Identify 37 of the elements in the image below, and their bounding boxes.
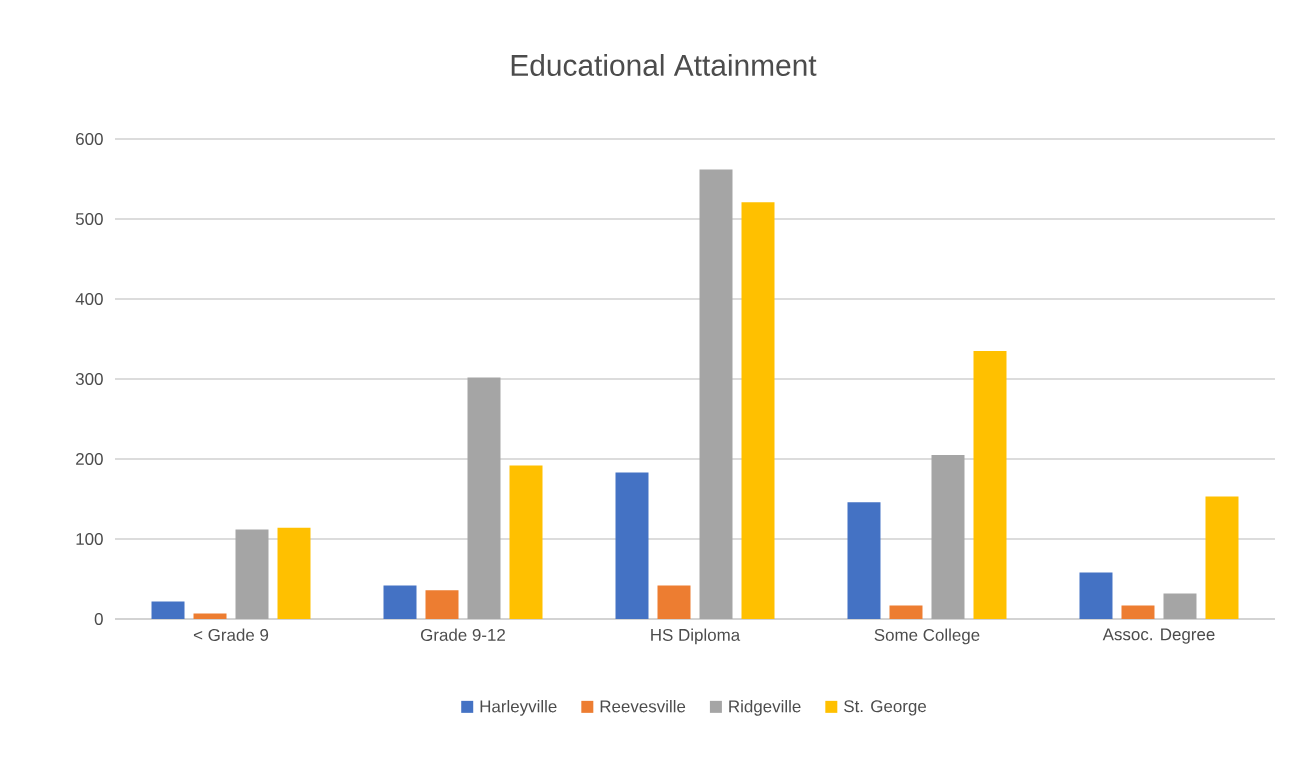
x-tick-label: < Grade 9 — [193, 628, 269, 641]
bar — [889, 605, 923, 619]
bar — [699, 169, 733, 619]
bar — [467, 377, 501, 619]
bar — [847, 502, 881, 619]
bar — [1205, 496, 1239, 619]
y-tick-label: 300 — [75, 372, 103, 385]
bar — [277, 527, 311, 619]
bar — [741, 202, 775, 619]
legend-label: Harleyville — [480, 699, 557, 716]
y-tick-label: 200 — [76, 452, 103, 465]
bar — [1121, 605, 1155, 619]
bar — [931, 454, 965, 619]
legend-label: Reevesville — [600, 699, 686, 713]
bar — [657, 585, 691, 619]
x-tick-label: HS Diploma — [651, 628, 741, 645]
y-tick-label: 500 — [75, 212, 103, 225]
legend-label: Ridgeville — [729, 699, 801, 716]
y-tick-label: 100 — [76, 532, 103, 545]
y-tick-label: 600 — [76, 132, 103, 145]
bar — [1163, 593, 1197, 619]
legend-label: St. George — [844, 700, 927, 716]
bar — [235, 529, 269, 619]
bar — [193, 613, 227, 619]
y-tick-label: 0 — [94, 612, 103, 625]
bar — [151, 601, 185, 619]
bar — [509, 465, 543, 619]
chart-title: Educational Attainment — [511, 54, 817, 76]
x-tick-label: Assoc. Degree — [1102, 628, 1215, 644]
bar — [1079, 572, 1113, 619]
y-tick-label: 400 — [75, 292, 103, 305]
bar — [425, 590, 459, 619]
x-tick-label: Some College — [874, 628, 980, 645]
bar — [615, 472, 649, 619]
bar — [383, 585, 417, 619]
x-tick-label: Grade 9-12 — [421, 628, 505, 641]
bar — [973, 350, 1007, 619]
